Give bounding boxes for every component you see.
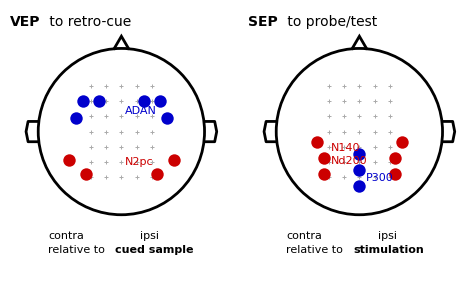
Point <box>313 140 321 144</box>
Point <box>398 140 406 144</box>
Text: VEP: VEP <box>10 15 40 29</box>
Text: relative to: relative to <box>287 245 347 255</box>
Text: contra: contra <box>287 231 322 241</box>
Point <box>72 116 79 121</box>
Point <box>65 158 72 162</box>
Point <box>356 152 363 156</box>
Point <box>163 116 171 121</box>
Text: relative to: relative to <box>49 245 109 255</box>
Point <box>356 168 363 172</box>
Point <box>82 172 89 177</box>
Point <box>170 158 178 162</box>
Point <box>320 172 327 177</box>
Text: to probe/test: to probe/test <box>283 15 377 29</box>
Text: ADAN: ADAN <box>124 106 156 116</box>
Text: contra: contra <box>49 231 84 241</box>
Text: cued sample: cued sample <box>115 245 194 255</box>
Point <box>153 172 161 177</box>
Text: to retro-cue: to retro-cue <box>45 15 131 29</box>
Text: ipsi: ipsi <box>377 231 397 241</box>
Text: Nd200: Nd200 <box>331 156 367 166</box>
Point <box>391 172 399 177</box>
Text: SEP to probe/test: SEP to probe/test <box>248 15 368 29</box>
Text: P300: P300 <box>366 173 393 183</box>
Text: ipsi: ipsi <box>139 231 159 241</box>
Point <box>156 99 164 103</box>
Point <box>79 99 87 103</box>
Point <box>391 156 399 160</box>
Point <box>320 156 327 160</box>
Point <box>95 99 103 103</box>
Text: N140: N140 <box>331 143 360 153</box>
Text: N2pc: N2pc <box>124 157 153 167</box>
Text: stimulation: stimulation <box>353 245 424 255</box>
Text: VEP to retro-cue: VEP to retro-cue <box>10 15 123 29</box>
Point <box>140 99 148 103</box>
Point <box>356 184 363 189</box>
Text: SEP: SEP <box>248 15 278 29</box>
